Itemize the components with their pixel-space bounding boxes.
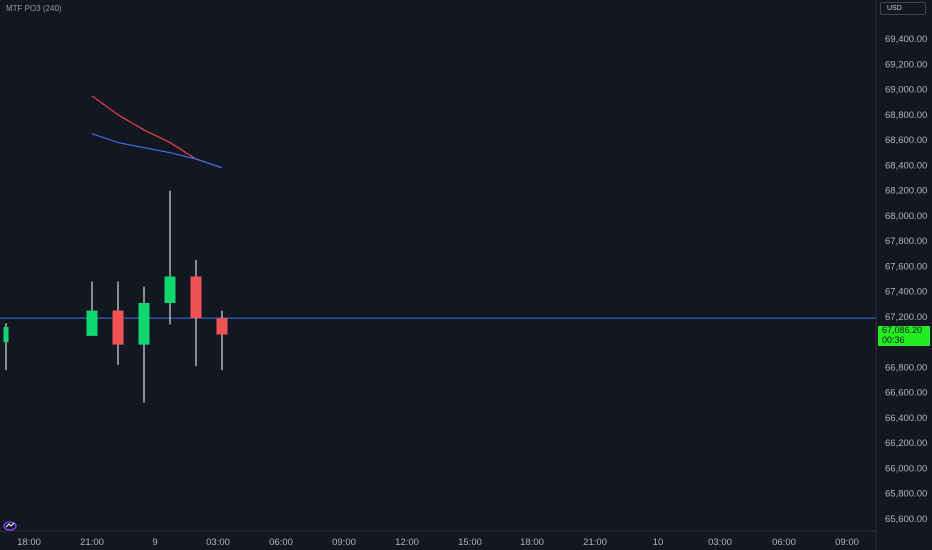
time-tick-label: 03:00 — [206, 537, 230, 548]
price-tick-label: 66,800.00 — [885, 362, 927, 373]
price-tick-label: 68,600.00 — [885, 135, 927, 146]
price-tick-label: 68,000.00 — [885, 211, 927, 222]
time-tick-label: 09:00 — [835, 537, 859, 548]
fast-line — [91, 95, 223, 169]
time-tick-label: 21:00 — [80, 537, 104, 548]
time-tick-label: 18:00 — [520, 537, 544, 548]
time-tick-label: 09:00 — [332, 537, 356, 548]
candle-body — [86, 310, 98, 336]
price-tick-label: 68,400.00 — [885, 160, 927, 171]
candles — [0, 190, 876, 403]
moving-average-lines — [91, 95, 223, 169]
price-tick-label: 67,200.00 — [885, 312, 927, 323]
time-tick-label: 06:00 — [772, 537, 796, 548]
price-tick-label: 65,600.00 — [885, 514, 927, 525]
price-tick-label: 66,400.00 — [885, 413, 927, 424]
last-price-tag: 67,086.20 00:36 — [878, 325, 930, 346]
price-tick-label: 65,800.00 — [885, 489, 927, 500]
currency-badge[interactable]: USD — [880, 2, 926, 15]
candle-body — [216, 318, 228, 335]
price-tick-label: 67,800.00 — [885, 236, 927, 247]
price-tick-label: 66,600.00 — [885, 388, 927, 399]
price-tick-label: 69,000.00 — [885, 85, 927, 96]
candle-body — [190, 276, 202, 319]
indicator-label[interactable]: MTF PO3 (240) — [6, 4, 62, 13]
last-price-value: 67,086.20 — [882, 325, 923, 335]
bar-countdown: 00:36 — [882, 334, 905, 345]
time-tick-label: 18:00 — [17, 537, 41, 548]
candle-body — [3, 327, 9, 343]
tradingview-logo-icon[interactable] — [3, 520, 17, 532]
time-axis: 18:00 21:00 9 03:00 06:00 09:00 12:00 15:00 18:0… — [0, 530, 876, 548]
price-tick-label: 68,800.00 — [885, 110, 927, 121]
time-tick-label: 10 — [653, 537, 664, 548]
time-tick-label: 03:00 — [708, 537, 732, 548]
price-tick-label: 69,200.00 — [885, 59, 927, 70]
time-tick-label: 9 — [152, 537, 157, 548]
price-axis: 69,400.00 69,200.00 69,000.00 68,800.00 68,6… — [875, 0, 927, 550]
slow-line — [91, 133, 223, 169]
price-tick-label: 69,400.00 — [885, 34, 927, 45]
price-tick-label: 68,200.00 — [885, 186, 927, 197]
time-tick-label: 21:00 — [583, 537, 607, 548]
price-tick-label: 66,000.00 — [885, 463, 927, 474]
candle-body — [112, 310, 124, 345]
price-tick-label: 67,400.00 — [885, 287, 927, 298]
time-tick-label: 06:00 — [269, 537, 293, 548]
candle-body — [164, 276, 176, 303]
price-tick-label: 67,600.00 — [885, 261, 927, 272]
price-tick-label: 66,200.00 — [885, 438, 927, 449]
time-tick-label: 15:00 — [458, 537, 482, 548]
time-tick-label: 12:00 — [395, 537, 419, 548]
candle-body — [138, 303, 150, 345]
